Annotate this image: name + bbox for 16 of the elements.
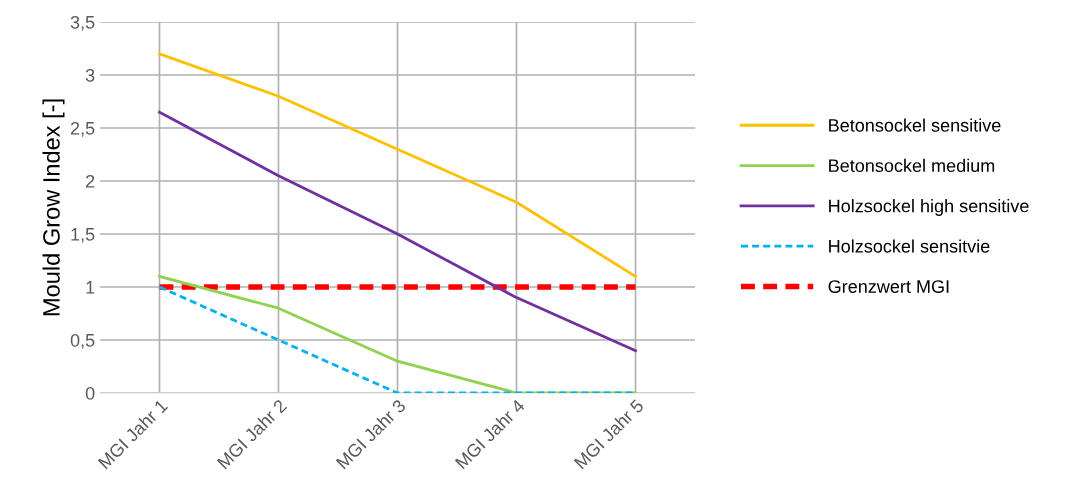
legend-label: Betonsockel medium <box>829 158 995 173</box>
legend-label: Grenzwert MGI <box>828 280 949 293</box>
y-tick-label: 0,5 <box>70 333 95 349</box>
y-tick-label: 2 <box>86 174 95 188</box>
y-axis-title: Mould Grow Index [-] <box>42 99 65 316</box>
y-tick-label: 1,5 <box>71 228 95 243</box>
y-tick-label: 3,5 <box>70 15 95 31</box>
y-tick-label: 2,5 <box>70 121 95 137</box>
line-series <box>158 110 637 352</box>
legend-label: Holzsockel sensitvie <box>829 239 990 253</box>
line-series <box>158 52 637 278</box>
legend-label: Betonsockel sensitive <box>829 118 1001 132</box>
y-tick-label: 3 <box>85 68 95 82</box>
legend-label: Holzsockel high sensitive <box>829 199 1029 216</box>
y-tick-label: 1 <box>86 281 95 294</box>
y-tick-label: 0 <box>85 386 95 400</box>
